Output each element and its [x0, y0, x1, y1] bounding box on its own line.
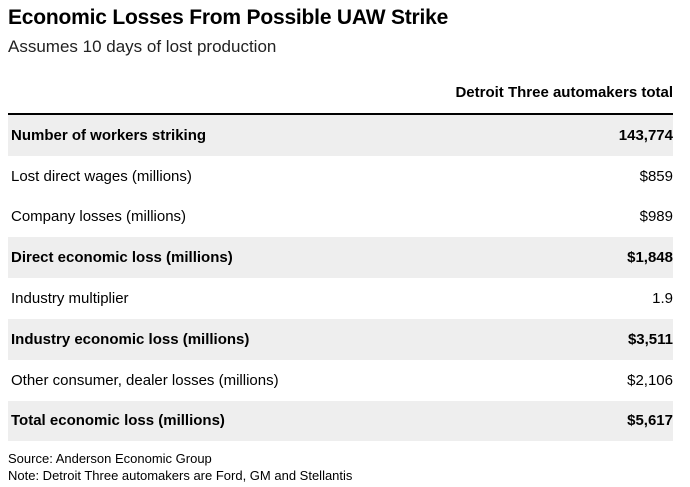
row-value: $989: [639, 208, 673, 226]
table-row: Lost direct wages (millions) $859: [8, 156, 673, 197]
row-label: Industry multiplier: [11, 290, 129, 308]
table-row: Total economic loss (millions) $5,617: [8, 400, 673, 442]
footer-notes: Source: Anderson Economic Group Note: De…: [8, 450, 352, 484]
column-header: Detroit Three automakers total: [455, 84, 673, 101]
row-label: Direct economic loss (millions): [11, 249, 233, 267]
footnote: Note: Detroit Three automakers are Ford,…: [8, 468, 353, 483]
row-label: Industry economic loss (millions): [11, 330, 250, 348]
source-note: Source: Anderson Economic Group: [8, 451, 212, 466]
table-row: Company losses (millions) $989: [8, 197, 673, 238]
table-row: Direct economic loss (millions) $1,848: [8, 237, 673, 279]
header-rule: [8, 113, 673, 115]
table-row: Industry multiplier 1.9: [8, 278, 673, 319]
row-label: Company losses (millions): [11, 208, 187, 226]
table-row: Number of workers striking 143,774: [8, 115, 673, 156]
chart-subtitle: Assumes 10 days of lost production: [8, 37, 277, 56]
row-value: $5,617: [627, 412, 673, 430]
row-value: 1.9: [652, 290, 673, 308]
row-value: $3,511: [627, 330, 673, 348]
chart-title: Economic Losses From Possible UAW Strike: [8, 6, 449, 29]
row-value: $859: [639, 167, 673, 185]
row-label: Number of workers striking: [11, 126, 207, 144]
table-row: Other consumer, dealer losses (millions)…: [8, 360, 673, 401]
row-value: $1,848: [627, 249, 673, 267]
data-table: Number of workers striking 143,774 Lost …: [8, 115, 673, 442]
row-label: Lost direct wages (millions): [11, 167, 192, 185]
table-row: Industry economic loss (millions) $3,511: [8, 318, 673, 360]
row-value: 143,774: [618, 126, 673, 144]
row-label: Total economic loss (millions): [11, 412, 225, 430]
row-label: Other consumer, dealer losses (millions): [11, 371, 279, 389]
row-value: $2,106: [627, 371, 673, 389]
